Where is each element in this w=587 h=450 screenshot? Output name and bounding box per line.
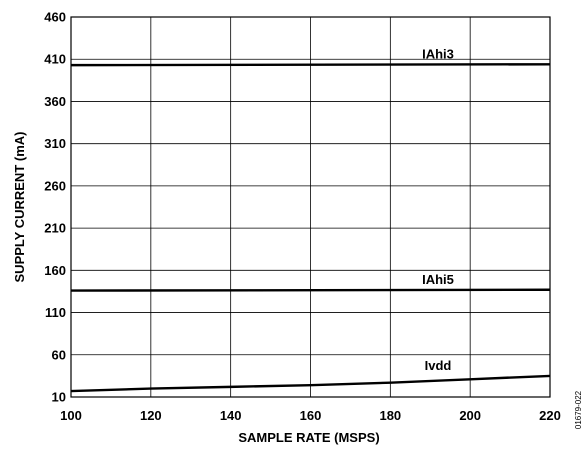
series-line-ivdd bbox=[70, 374, 551, 393]
y-tick-label: 260 bbox=[44, 178, 66, 193]
figure-id: 01679-022 bbox=[574, 390, 583, 429]
series-line-iahi3 bbox=[70, 63, 551, 67]
x-tick-label: 220 bbox=[539, 408, 561, 423]
grid bbox=[71, 17, 550, 397]
x-tick-label: 200 bbox=[459, 408, 481, 423]
y-tick-label: 310 bbox=[44, 136, 66, 151]
y-tick-label: 360 bbox=[44, 94, 66, 109]
series-label-ivdd: Ivdd bbox=[425, 358, 452, 373]
y-tick-label: 110 bbox=[45, 305, 66, 320]
series-labels: IAhi3 IAhi5 Ivdd bbox=[422, 46, 454, 373]
y-tick-label: 460 bbox=[44, 10, 66, 25]
x-tick-label: 140 bbox=[220, 408, 242, 423]
x-axis-ticks: 100 120 140 160 180 200 220 bbox=[60, 408, 561, 423]
series-label-iahi5: IAhi5 bbox=[422, 272, 454, 287]
series-label-iahi3: IAhi3 bbox=[422, 46, 454, 61]
y-tick-label: 410 bbox=[44, 52, 66, 67]
y-tick-label: 210 bbox=[44, 221, 66, 236]
series-line-iahi5 bbox=[70, 288, 551, 292]
y-axis-ticks: 10 60 110 160 210 260 310 360 410 460 bbox=[44, 10, 66, 405]
series-lines bbox=[70, 63, 551, 393]
x-tick-label: 100 bbox=[60, 408, 82, 423]
x-tick-label: 160 bbox=[300, 408, 322, 423]
x-tick-label: 120 bbox=[140, 408, 162, 423]
x-axis-title: SAMPLE RATE (MSPS) bbox=[238, 430, 379, 445]
y-tick-label: 160 bbox=[44, 263, 66, 278]
y-tick-label: 10 bbox=[52, 390, 66, 405]
plot-frame bbox=[70, 16, 551, 398]
y-tick-label: 60 bbox=[52, 347, 66, 362]
x-tick-label: 180 bbox=[379, 408, 401, 423]
y-axis-title: SUPPLY CURRENT (mA) bbox=[12, 132, 27, 283]
